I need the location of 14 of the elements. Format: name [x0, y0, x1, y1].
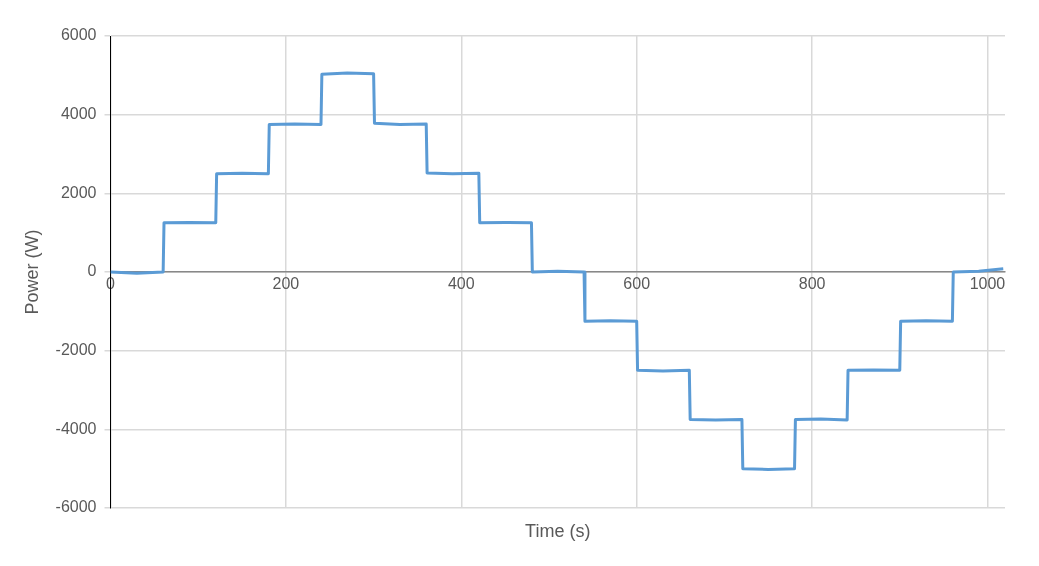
y-tick-label: 6000 [60, 26, 97, 44]
x-tick-label: 1000 [969, 275, 1006, 293]
y-tick-label: -2000 [55, 341, 97, 359]
x-axis-title: Time (s) [525, 520, 591, 541]
y-tick-label: 4000 [60, 105, 97, 123]
x-tick-label: 800 [798, 275, 826, 293]
x-tick-label: 200 [272, 275, 300, 293]
x-tick-label: 600 [623, 275, 651, 293]
y-tick-label: 0 [87, 262, 97, 280]
y-tick-label: -4000 [55, 419, 97, 437]
y-tick-label: 2000 [60, 183, 97, 201]
x-tick-label: 400 [447, 275, 475, 293]
y-axis-title: Power (W) [21, 229, 42, 315]
y-tick-label: -6000 [55, 498, 97, 516]
